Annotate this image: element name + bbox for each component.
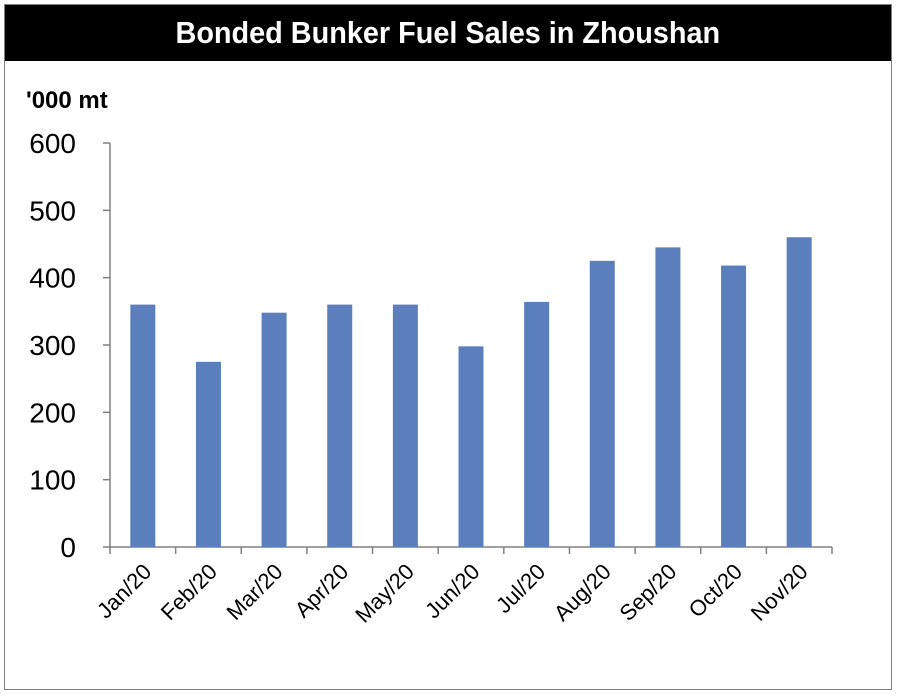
- bar-may-20: [392, 304, 418, 547]
- bar-jun-20: [458, 346, 484, 547]
- bar-mar-20: [261, 312, 287, 547]
- y-tick-label: 100: [29, 465, 76, 496]
- bar-aug-20: [589, 260, 615, 547]
- x-axis: [109, 546, 833, 554]
- bar-jan-20: [130, 304, 156, 547]
- bars: [130, 237, 812, 547]
- y-tick-label: 0: [60, 532, 76, 563]
- bar-oct-20: [721, 265, 747, 547]
- bar-jul-20: [524, 301, 550, 547]
- y-tick-label: 200: [29, 397, 76, 428]
- y-axis: 0 100 200 300 400 500 600: [29, 128, 111, 563]
- y-tick-label: 400: [29, 263, 76, 294]
- x-category-label: Jan/20: [92, 559, 156, 623]
- x-category-label: Aug/20: [549, 559, 616, 626]
- x-category-label: Jul/20: [491, 559, 550, 618]
- x-category-label: Sep/20: [614, 559, 681, 626]
- y-tick-label: 500: [29, 195, 76, 226]
- x-category-label: May/20: [350, 559, 419, 628]
- chart-title-bar: Bonded Bunker Fuel Sales in Zhoushan: [5, 5, 891, 61]
- bar-apr-20: [327, 304, 353, 547]
- x-category-label: Feb/20: [156, 559, 222, 625]
- x-category-label: Nov/20: [746, 559, 813, 626]
- x-category-label: Oct/20: [684, 559, 748, 623]
- y-tick-label: 600: [29, 128, 76, 159]
- x-category-label: Jun/20: [420, 559, 484, 623]
- y-tick-label: 300: [29, 330, 76, 361]
- chart-title: Bonded Bunker Fuel Sales in Zhoushan: [175, 15, 721, 50]
- y-axis-unit-label: '000 mt: [26, 87, 108, 114]
- x-category-label: Apr/20: [290, 559, 354, 623]
- bar-feb-20: [195, 361, 221, 547]
- bar-sep-20: [655, 247, 681, 547]
- x-category-label: Mar/20: [222, 559, 288, 625]
- bar-nov-20: [786, 237, 812, 547]
